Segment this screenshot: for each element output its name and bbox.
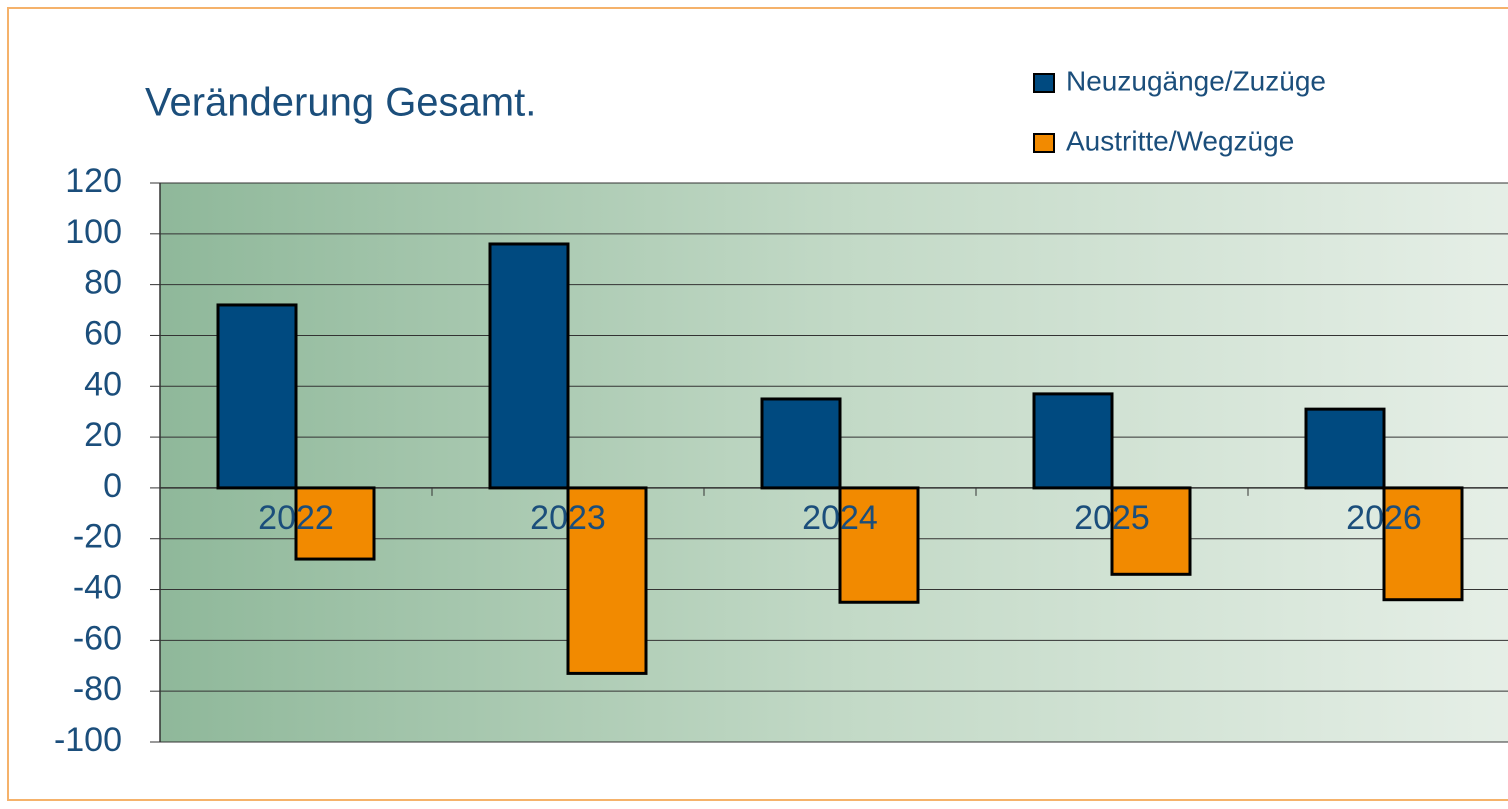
- bar: [294, 486, 376, 561]
- x-tick-label: 2025: [1074, 499, 1150, 537]
- y-tick-label: -60: [73, 619, 122, 657]
- x-tick-label: 2022: [258, 499, 334, 537]
- frame: [7, 7, 1508, 801]
- bar: [760, 397, 842, 490]
- legend-swatch: [1033, 133, 1055, 153]
- bar: [1032, 392, 1114, 490]
- y-tick-label: 100: [65, 213, 122, 251]
- y-tick-label: -80: [73, 670, 122, 708]
- y-tick-label: 120: [65, 162, 122, 200]
- bar: [1110, 486, 1192, 576]
- legend-label: Neuzugänge/Zuzüge: [1066, 65, 1326, 96]
- y-tick-label: -20: [73, 518, 122, 556]
- y-tick-label: 60: [84, 314, 122, 352]
- legend-swatch: [1033, 73, 1055, 93]
- y-tick-label: -40: [73, 569, 122, 607]
- x-tick-label: 2026: [1346, 499, 1422, 537]
- bar: [838, 486, 920, 604]
- legend-label: Austritte/Wegzüge: [1066, 125, 1294, 156]
- bar: [1382, 486, 1464, 602]
- y-tick-label: 20: [84, 416, 122, 454]
- chart-title: Veränderung Gesamt.: [145, 81, 536, 125]
- y-tick-label: 0: [103, 467, 122, 505]
- bar: [488, 242, 570, 490]
- x-tick-label: 2024: [802, 499, 878, 537]
- bar: [216, 303, 298, 490]
- y-tick-label: 80: [84, 264, 122, 302]
- bar: [1304, 407, 1386, 490]
- y-tick-label: -100: [54, 721, 122, 759]
- bar: [566, 486, 648, 675]
- x-tick-label: 2023: [530, 499, 606, 537]
- y-tick-label: 40: [84, 365, 122, 403]
